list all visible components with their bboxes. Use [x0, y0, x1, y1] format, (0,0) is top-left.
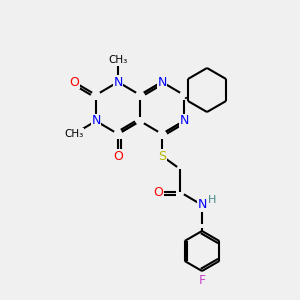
Text: O: O: [69, 76, 79, 88]
Text: N: N: [197, 199, 207, 212]
Text: CH₃: CH₃: [64, 129, 84, 139]
Text: S: S: [158, 149, 166, 163]
Text: F: F: [198, 274, 206, 286]
Text: CH₃: CH₃: [108, 55, 128, 65]
Text: N: N: [179, 115, 189, 128]
Text: O: O: [153, 185, 163, 199]
Text: N: N: [113, 76, 123, 88]
Text: H: H: [208, 195, 216, 205]
Text: O: O: [113, 149, 123, 163]
Text: N: N: [157, 76, 167, 88]
Text: N: N: [91, 115, 101, 128]
